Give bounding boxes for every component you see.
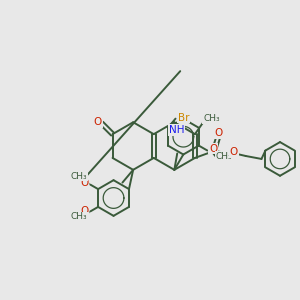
Text: O: O — [209, 144, 218, 154]
Text: CH₃: CH₃ — [70, 172, 87, 181]
Text: O: O — [215, 128, 223, 138]
Text: CH₃: CH₃ — [215, 152, 232, 161]
Text: CH₃: CH₃ — [203, 114, 220, 123]
Text: Br: Br — [178, 113, 189, 123]
Text: O: O — [80, 206, 88, 216]
Text: O: O — [80, 178, 88, 188]
Text: O: O — [230, 147, 238, 157]
Text: CH₃: CH₃ — [70, 212, 87, 221]
Text: NH: NH — [169, 125, 184, 135]
Text: O: O — [94, 117, 102, 127]
